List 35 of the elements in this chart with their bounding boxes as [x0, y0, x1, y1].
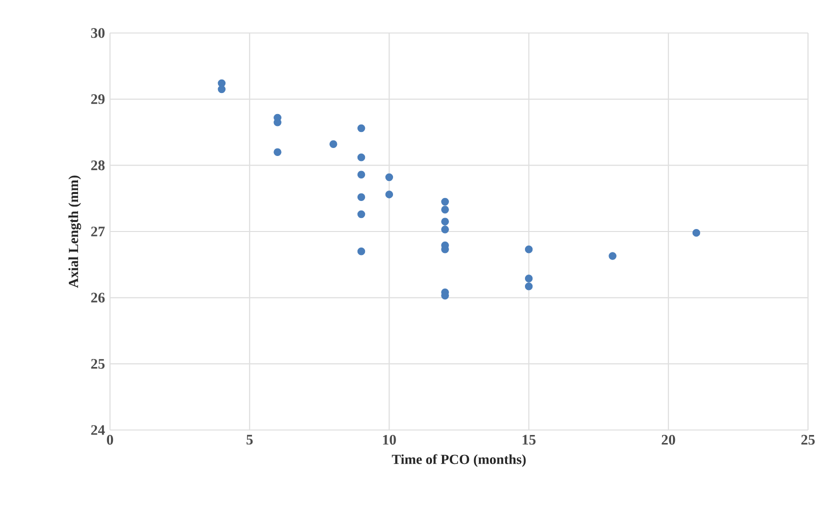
point: [385, 190, 394, 198]
y-tick-label: 30: [91, 28, 105, 38]
y-tick-label: 24: [91, 425, 105, 435]
x-tick-label: 0: [106, 434, 114, 445]
x-tick-label: 25: [801, 434, 815, 445]
y-tick-label: 26: [91, 292, 105, 303]
y-tick-label: 28: [91, 160, 105, 170]
point: [218, 85, 226, 94]
point: [524, 274, 533, 282]
point: [441, 218, 449, 226]
point: [329, 140, 338, 148]
point: [524, 282, 533, 290]
x-tick-label: 20: [662, 434, 676, 445]
point: [524, 245, 533, 254]
point: [441, 226, 449, 234]
y-tick-label: 25: [91, 358, 105, 369]
point: [357, 170, 366, 178]
x-tick-label: 15: [522, 434, 536, 445]
point: [441, 206, 449, 214]
point: [357, 247, 366, 256]
point: [274, 148, 282, 156]
point: [385, 173, 394, 182]
y-tick-label: 29: [91, 94, 105, 104]
point: [357, 210, 366, 218]
x-tick-label: 10: [383, 434, 396, 445]
point: [441, 198, 449, 206]
x-axis-title: Time of PCO (months): [392, 454, 526, 467]
y-axis-title: Axial Length (mm): [68, 176, 82, 288]
point: [357, 154, 366, 162]
point: [357, 193, 366, 201]
x-tick-label: 5: [246, 434, 253, 445]
y-tick-label: 27: [91, 226, 105, 236]
point: [692, 228, 700, 237]
point: [608, 252, 616, 260]
point: [357, 124, 366, 132]
